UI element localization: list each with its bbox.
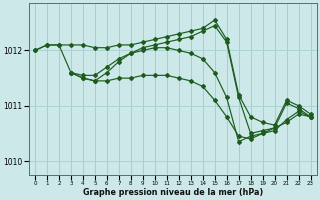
- X-axis label: Graphe pression niveau de la mer (hPa): Graphe pression niveau de la mer (hPa): [83, 188, 263, 197]
